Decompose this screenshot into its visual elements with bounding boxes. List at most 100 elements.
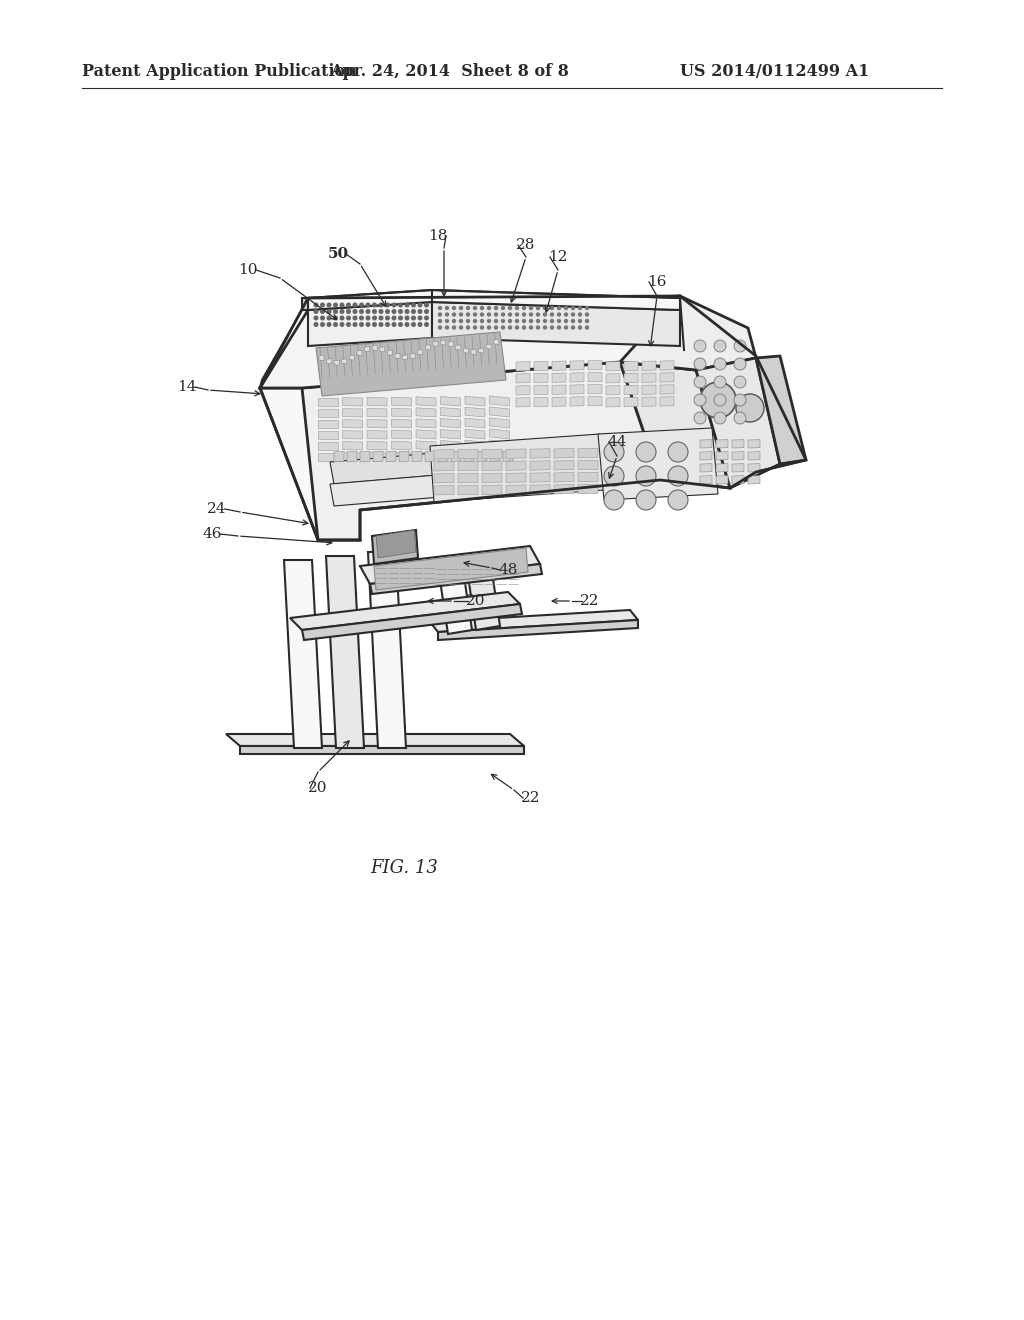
Circle shape xyxy=(418,317,422,319)
Circle shape xyxy=(398,322,402,326)
Circle shape xyxy=(529,319,532,322)
Circle shape xyxy=(734,412,746,424)
Polygon shape xyxy=(624,374,638,383)
Polygon shape xyxy=(334,451,344,462)
Text: US 2014/0112499 A1: US 2014/0112499 A1 xyxy=(680,63,869,81)
Circle shape xyxy=(509,313,512,315)
Circle shape xyxy=(551,319,554,322)
Polygon shape xyxy=(552,360,566,371)
Polygon shape xyxy=(468,572,500,630)
Circle shape xyxy=(604,490,624,510)
Circle shape xyxy=(694,412,706,424)
Circle shape xyxy=(445,306,449,309)
Polygon shape xyxy=(438,620,638,640)
Polygon shape xyxy=(458,486,478,495)
Polygon shape xyxy=(434,474,454,483)
Polygon shape xyxy=(748,463,760,473)
Circle shape xyxy=(392,310,396,313)
Polygon shape xyxy=(308,290,432,310)
Polygon shape xyxy=(319,355,324,360)
Circle shape xyxy=(714,341,726,352)
Polygon shape xyxy=(391,441,412,450)
Circle shape xyxy=(487,306,490,309)
Circle shape xyxy=(353,310,356,313)
Circle shape xyxy=(586,319,589,322)
Polygon shape xyxy=(530,461,550,470)
Circle shape xyxy=(522,306,525,309)
Circle shape xyxy=(314,310,317,313)
Polygon shape xyxy=(373,451,383,462)
Polygon shape xyxy=(489,451,510,461)
Circle shape xyxy=(453,326,456,329)
Polygon shape xyxy=(372,531,418,564)
Polygon shape xyxy=(395,354,400,359)
Circle shape xyxy=(714,393,726,407)
Polygon shape xyxy=(302,605,522,640)
Circle shape xyxy=(367,317,370,319)
Polygon shape xyxy=(425,345,430,350)
Circle shape xyxy=(445,313,449,315)
Circle shape xyxy=(460,313,463,315)
Circle shape xyxy=(529,313,532,315)
Polygon shape xyxy=(570,360,584,370)
Circle shape xyxy=(586,313,589,315)
Polygon shape xyxy=(486,345,492,348)
Polygon shape xyxy=(342,420,362,428)
Polygon shape xyxy=(530,484,550,494)
Circle shape xyxy=(579,313,582,315)
Polygon shape xyxy=(516,362,530,371)
Circle shape xyxy=(379,317,383,319)
Text: 14: 14 xyxy=(177,380,197,393)
Circle shape xyxy=(321,310,325,313)
Circle shape xyxy=(334,317,337,319)
Polygon shape xyxy=(530,449,550,458)
Polygon shape xyxy=(624,362,638,371)
Polygon shape xyxy=(387,350,392,355)
Polygon shape xyxy=(642,397,656,407)
Polygon shape xyxy=(391,397,412,407)
Circle shape xyxy=(515,319,518,322)
Circle shape xyxy=(537,326,540,329)
Circle shape xyxy=(473,326,476,329)
Circle shape xyxy=(544,313,547,315)
Circle shape xyxy=(438,319,441,322)
Polygon shape xyxy=(748,440,760,447)
Polygon shape xyxy=(716,451,728,459)
Text: 16: 16 xyxy=(647,275,667,289)
Polygon shape xyxy=(416,441,436,450)
Circle shape xyxy=(714,412,726,424)
Polygon shape xyxy=(308,302,432,346)
Circle shape xyxy=(373,304,376,306)
Polygon shape xyxy=(360,451,370,462)
Circle shape xyxy=(734,358,746,370)
Circle shape xyxy=(340,317,344,319)
Circle shape xyxy=(734,341,746,352)
Circle shape xyxy=(398,304,402,306)
Polygon shape xyxy=(318,442,338,450)
Polygon shape xyxy=(330,469,524,506)
Circle shape xyxy=(544,326,547,329)
Polygon shape xyxy=(489,396,510,407)
Circle shape xyxy=(579,326,582,329)
Polygon shape xyxy=(554,473,574,482)
Polygon shape xyxy=(456,345,461,350)
Circle shape xyxy=(386,317,389,319)
Polygon shape xyxy=(399,451,409,462)
Polygon shape xyxy=(451,451,461,462)
Polygon shape xyxy=(438,451,449,462)
Circle shape xyxy=(515,313,518,315)
Polygon shape xyxy=(554,449,574,458)
Polygon shape xyxy=(482,461,502,471)
Circle shape xyxy=(398,317,402,319)
Polygon shape xyxy=(489,440,510,450)
Polygon shape xyxy=(642,385,656,395)
Circle shape xyxy=(328,304,331,306)
Circle shape xyxy=(418,310,422,313)
Circle shape xyxy=(359,317,364,319)
Polygon shape xyxy=(391,420,412,428)
Circle shape xyxy=(544,306,547,309)
Polygon shape xyxy=(464,348,468,354)
Circle shape xyxy=(328,310,331,313)
Text: 28: 28 xyxy=(516,238,536,252)
Polygon shape xyxy=(465,440,485,450)
